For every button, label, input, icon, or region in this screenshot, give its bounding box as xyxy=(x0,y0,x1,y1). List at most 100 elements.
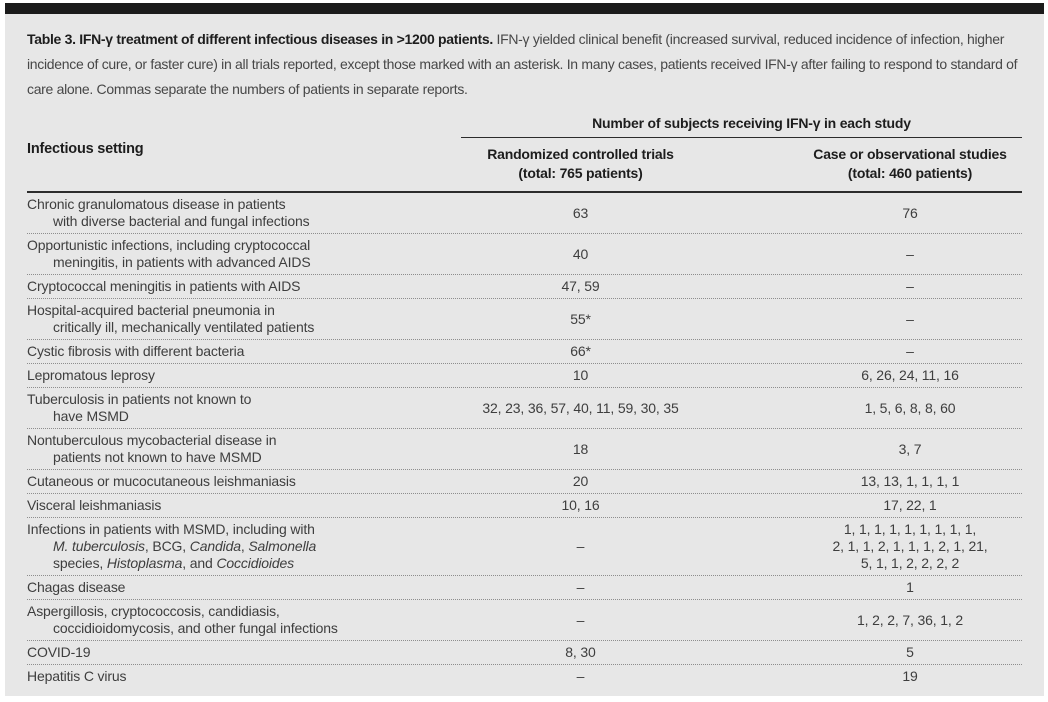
obs-value-cell: – xyxy=(708,246,1022,263)
cell-line: 32, 23, 36, 57, 40, 11, 59, 30, 35 xyxy=(482,399,679,416)
cell-line: 6, 26, 24, 11, 16 xyxy=(861,367,959,383)
cell-line: critically ill, mechanically ventilated … xyxy=(27,319,453,336)
obs-value-cell: – xyxy=(708,311,1022,328)
obs-value-cell: 1 xyxy=(708,579,1022,596)
setting-cell: Opportunistic infections, including cryp… xyxy=(27,237,453,271)
cell-line: 55* xyxy=(570,310,591,327)
cell-line: Cryptococcal meningitis in patients with… xyxy=(27,278,453,295)
text: COVID-19 xyxy=(27,644,91,660)
text: Hospital-acquired bacterial pneumonia in xyxy=(27,302,275,318)
cell-line: 13, 13, 1, 1, 1, 1 xyxy=(860,473,960,489)
rct-value-cell: 10, 16 xyxy=(453,497,708,514)
setting-cell: Hospital-acquired bacterial pneumonia in… xyxy=(27,302,453,336)
cell-line: Tuberculosis in patients not known to xyxy=(27,391,453,408)
table-row: Hepatitis C virus – 19 xyxy=(27,665,1022,688)
cell-line: 8, 30 xyxy=(565,644,596,660)
text: Cystic fibrosis with different bacteria xyxy=(27,343,245,359)
rct-value-cell: 66* xyxy=(453,343,708,360)
cell-line: – xyxy=(576,579,585,595)
cell-line: 5, 1, 1, 2, 2, 2, 2 xyxy=(860,555,960,571)
cell-line: 63 xyxy=(572,204,589,221)
cell-line: 1, 5, 6, 8, 8, 60 xyxy=(864,399,956,416)
cell-line: 66* xyxy=(570,343,591,359)
text: , and xyxy=(182,555,217,571)
table-row: Cutaneous or mucocutaneous leishmaniasis… xyxy=(27,470,1022,494)
setting-cell: Cystic fibrosis with different bacteria xyxy=(27,343,453,360)
cell-line: 10 xyxy=(572,367,589,383)
cell-line: – xyxy=(906,278,914,294)
cell-line: patients not known to have MSMD xyxy=(27,449,453,466)
table-row: COVID-19 8, 30 5 xyxy=(27,641,1022,665)
table-row: Infections in patients with MSMD, includ… xyxy=(27,518,1022,576)
setting-cell: Cutaneous or mucocutaneous leishmaniasis xyxy=(27,473,453,490)
cell-line: Cystic fibrosis with different bacteria xyxy=(27,343,453,360)
cell-line: coccidioidomycosis, and other fungal inf… xyxy=(27,620,453,637)
rct-value-cell: 47, 59 xyxy=(453,278,708,295)
table-body: Chronic granulomatous disease in patient… xyxy=(27,193,1022,688)
cell-line: Opportunistic infections, including cryp… xyxy=(27,237,453,254)
cell-line: 1, 2, 2, 7, 36, 1, 2 xyxy=(857,611,963,628)
obs-value-cell: – xyxy=(708,278,1022,295)
cell-line: 5 xyxy=(906,644,914,660)
rct-value-cell: – xyxy=(453,538,708,555)
table-row: Aspergillosis, cryptococcosis, candidias… xyxy=(27,600,1022,641)
table-row: Tuberculosis in patients not known to hav… xyxy=(27,388,1022,429)
obs-value-cell: 1, 5, 6, 8, 8, 60 xyxy=(708,400,1022,417)
column-header-infectious-setting: Infectious setting xyxy=(27,141,144,157)
cell-line: 2, 1, 1, 2, 1, 1, 1, 2, 1, 21, xyxy=(832,538,988,554)
italic-text: Histoplasma xyxy=(106,555,183,571)
cell-line: 1 xyxy=(906,579,914,595)
cell-line: Hospital-acquired bacterial pneumonia in xyxy=(27,302,453,319)
table-header: Infectious setting Number of subjects re… xyxy=(27,115,1022,193)
text: , xyxy=(240,538,249,554)
rct-value-cell: – xyxy=(453,612,708,629)
column-header-observational: Case or observational studies (total: 46… xyxy=(708,138,1022,183)
column-header-rct: Randomized controlled trials (total: 765… xyxy=(453,138,708,183)
cell-line: 10, 16 xyxy=(561,497,600,513)
cell-line: – xyxy=(576,611,585,628)
obs-value-cell: – xyxy=(708,343,1022,360)
obs-value-cell: 6, 26, 24, 11, 16 xyxy=(708,367,1022,384)
setting-cell: Chronic granulomatous disease in patient… xyxy=(27,196,453,230)
text: Tuberculosis in patients not known to xyxy=(27,391,252,407)
rct-value-cell: 32, 23, 36, 57, 40, 11, 59, 30, 35 xyxy=(453,400,708,417)
cell-line: – xyxy=(576,538,585,554)
cell-line: Cutaneous or mucocutaneous leishmaniasis xyxy=(27,473,453,490)
cell-line: 18 xyxy=(572,440,589,457)
cell-line: species, Histoplasma, and Coccidioides xyxy=(27,555,453,572)
obs-header-line1: Case or observational studies xyxy=(813,146,1007,162)
setting-cell: Tuberculosis in patients not known to hav… xyxy=(27,391,453,425)
caption-title: Table 3. IFN-γ treatment of different in… xyxy=(27,31,493,47)
setting-cell: Cryptococcal meningitis in patients with… xyxy=(27,278,453,295)
cell-line: COVID-19 xyxy=(27,644,453,661)
cell-line: 17, 22, 1 xyxy=(883,497,937,513)
italic-text: Salmonella xyxy=(248,538,317,554)
cell-line: 47, 59 xyxy=(561,278,600,294)
setting-cell: Visceral leishmaniasis xyxy=(27,497,453,514)
table-row: Cryptococcal meningitis in patients with… xyxy=(27,275,1022,299)
caption-body: IFN-γ yielded clinical benefit (increase… xyxy=(27,31,1018,97)
table-row: Lepromatous leprosy 10 6, 26, 24, 11, 16 xyxy=(27,364,1022,388)
obs-value-cell: 5 xyxy=(708,644,1022,661)
setting-cell: Nontuberculous mycobacterial disease in p… xyxy=(27,432,453,466)
obs-header-line2: (total: 460 patients) xyxy=(847,165,973,181)
text: coccidioidomycosis, and other fungal inf… xyxy=(53,620,338,636)
table-row: Cystic fibrosis with different bacteria 6… xyxy=(27,340,1022,364)
cell-line: M. tuberculosis, BCG, Candida, Salmonell… xyxy=(27,538,453,555)
rct-header-line2: (total: 765 patients) xyxy=(518,165,643,181)
rct-header-line1: Randomized controlled trials xyxy=(487,146,674,162)
cell-line: Infections in patients with MSMD, includ… xyxy=(27,521,453,538)
setting-cell: Aspergillosis, cryptococcosis, candidias… xyxy=(27,603,453,637)
text: Chagas disease xyxy=(27,579,126,595)
obs-value-cell: 76 xyxy=(708,205,1022,222)
text: Cutaneous or mucocutaneous leishmaniasis xyxy=(27,473,296,489)
cell-line: 1, 1, 1, 1, 1, 1, 1, 1, 1, xyxy=(843,521,977,537)
text: Visceral leishmaniasis xyxy=(27,497,162,513)
rct-value-cell: 18 xyxy=(453,441,708,458)
cell-line: meningitis, in patients with advanced AI… xyxy=(27,254,453,271)
cell-line: Hepatitis C virus xyxy=(27,668,453,685)
cell-line: 40 xyxy=(572,245,589,262)
cell-line: Lepromatous leprosy xyxy=(27,367,453,384)
obs-value-cell: 3, 7 xyxy=(708,441,1022,458)
